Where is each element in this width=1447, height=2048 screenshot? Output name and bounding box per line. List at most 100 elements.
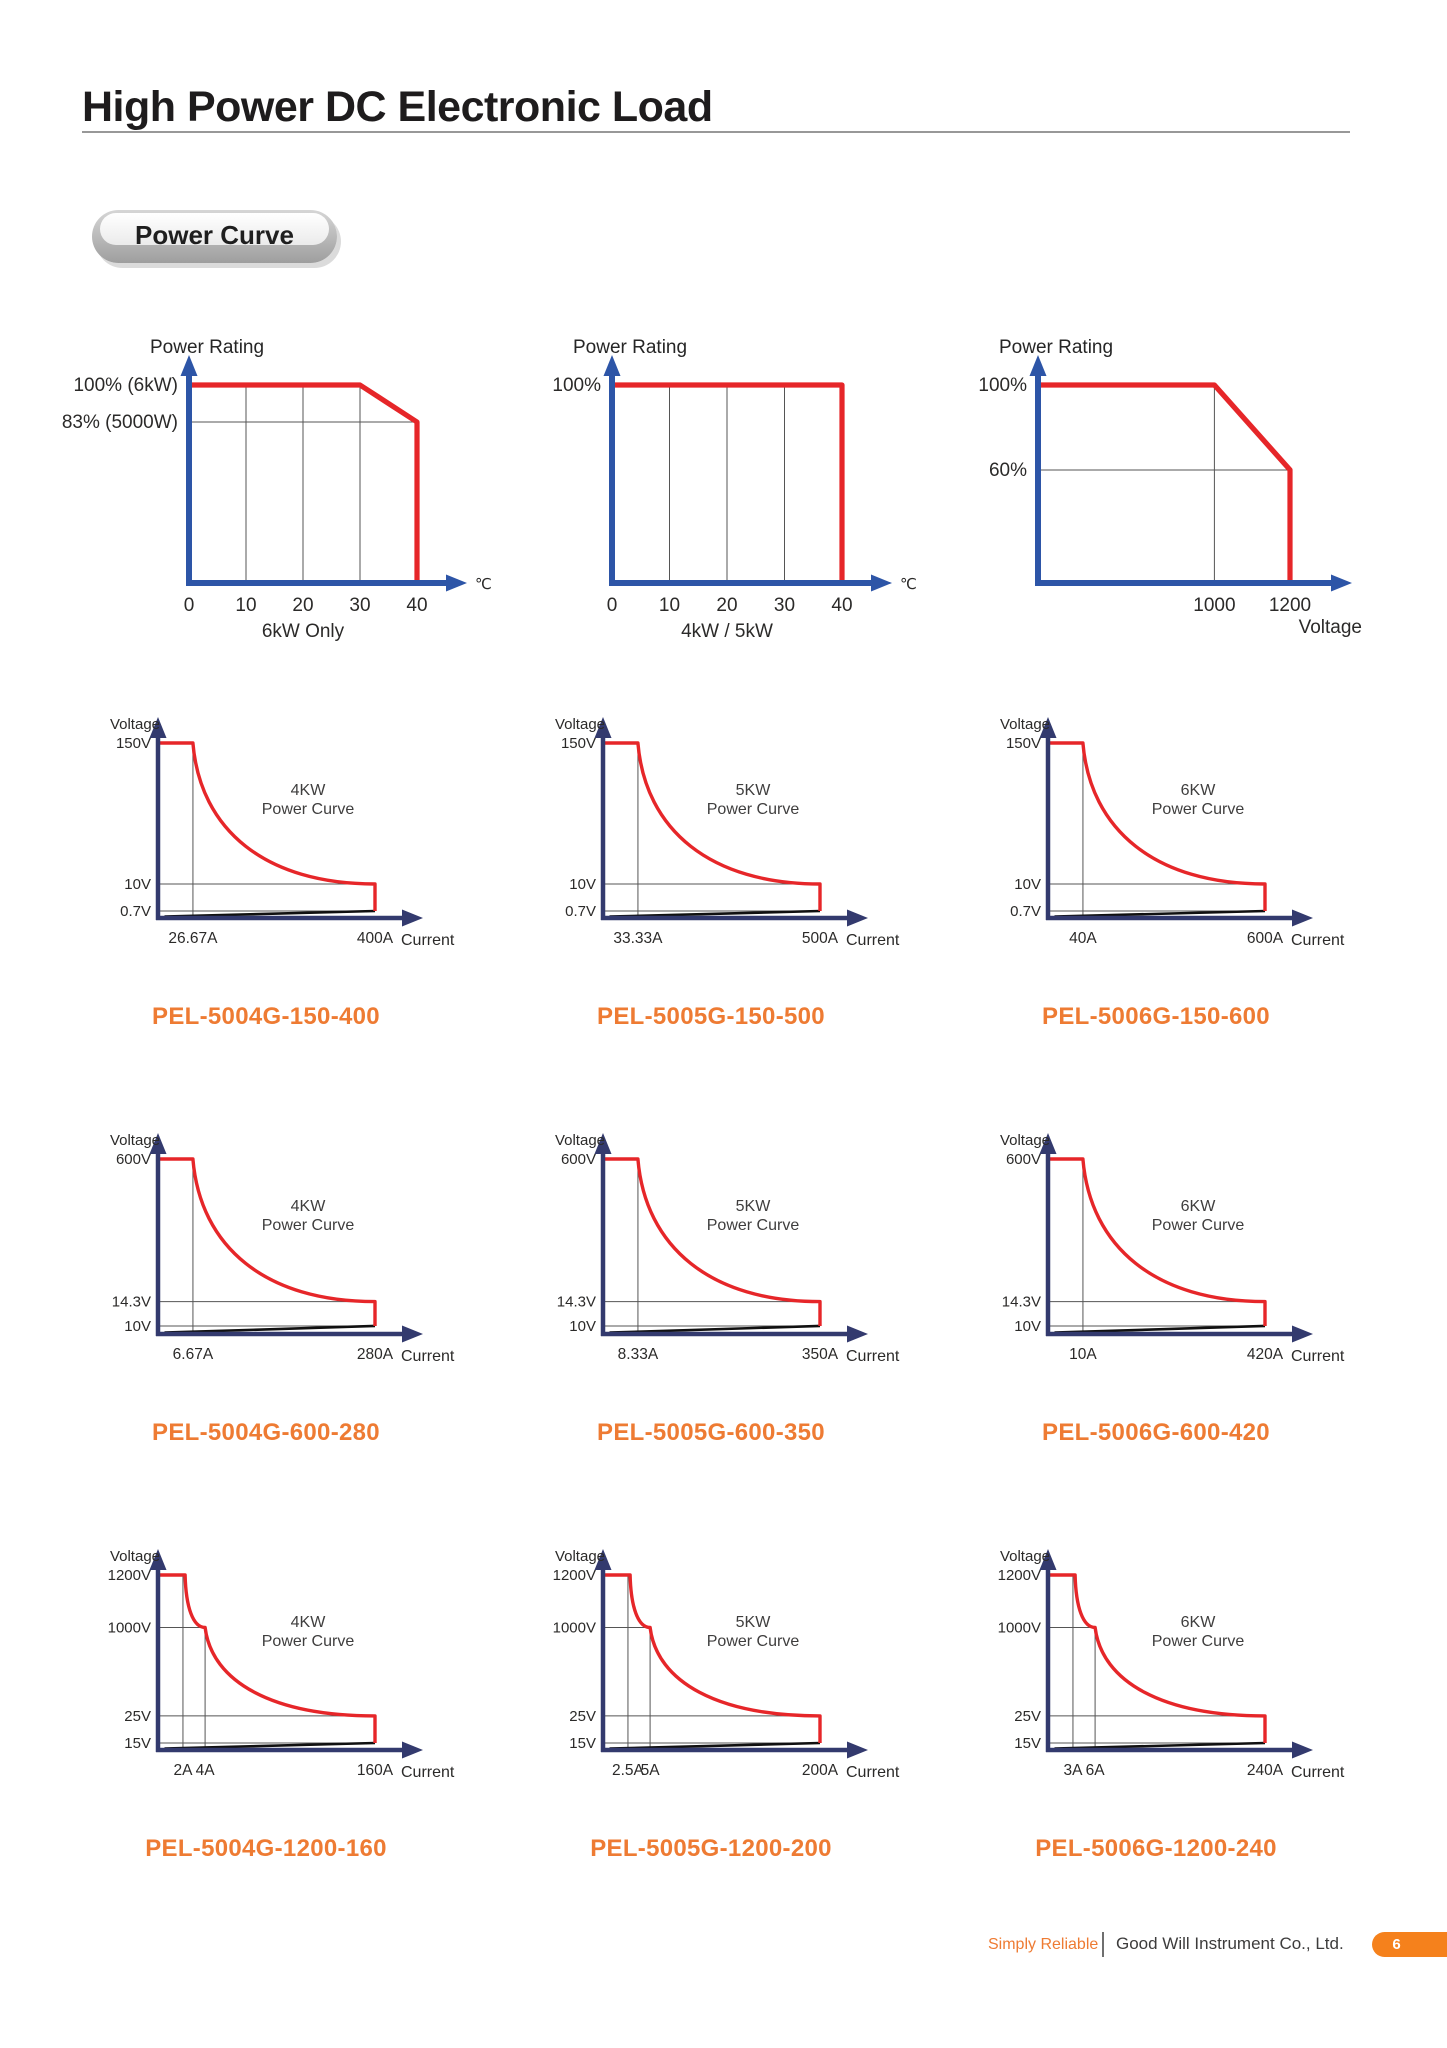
x-tick-label: 40 (406, 595, 427, 616)
y-tick-label: 10V (124, 876, 151, 893)
x-axis-arrow (402, 1325, 423, 1343)
y-axis-arrow (149, 717, 167, 738)
y-tick-label: 15V (1014, 1735, 1041, 1752)
y-tick-label: 600V (116, 1151, 151, 1168)
y-tick-label: 10V (1014, 1318, 1041, 1335)
y-tick-label: 14.3V (1002, 1294, 1041, 1311)
y-tick-label: 100% (552, 375, 601, 396)
y-tick-label: 150V (561, 735, 596, 752)
footer-divider (1102, 1932, 1104, 1957)
red-power-curve (1048, 741, 1267, 911)
x-tick-label: 200A (802, 1762, 839, 1779)
power-rating-label: 4KW (291, 1614, 327, 1631)
y-tick-label: 1200V (553, 1567, 596, 1584)
chart-derating-6kw-only: Power Rating 100% (6kW) 83% (5000W) 0 10 20 30… (62, 337, 492, 642)
y-axis-arrow (1039, 1133, 1057, 1154)
min-voltage-line (164, 909, 376, 918)
y-axis-arrow (1029, 355, 1047, 376)
x-tick-label: 350A (802, 1346, 839, 1363)
y-axis-arrow (594, 717, 612, 738)
y-tick-label: 10V (569, 1318, 596, 1335)
chart-title: Power Rating (573, 337, 687, 358)
badge-label: Power Curve (135, 220, 294, 250)
y-tick-label: 25V (124, 1708, 151, 1725)
y-axis-label: Voltage (1000, 1132, 1050, 1149)
x-axis-label: Current (401, 932, 455, 949)
x-axis-arrow (847, 1741, 868, 1759)
y-tick-label: 25V (1014, 1708, 1041, 1725)
y-axis-label: Voltage (110, 716, 160, 733)
y-tick-label: 83% (5000W) (62, 412, 178, 433)
y-tick-label: 14.3V (112, 1294, 151, 1311)
x-tick-label: 6A (1086, 1762, 1106, 1779)
power-rating-label: Power Curve (707, 1633, 800, 1650)
footer-tagline: Simply Reliable (988, 1936, 1099, 1953)
y-tick-label: 150V (116, 735, 151, 752)
x-tick-label: 10A (1069, 1346, 1097, 1363)
power-curve-badge: Power Curve (92, 210, 337, 263)
y-tick-label: 1200V (998, 1567, 1041, 1584)
red-derating-curve (189, 382, 420, 583)
chart-pel-5005g-150-500: Voltage 150V 10V 0.7V 33.33A 500A Current 5KW Po… (555, 716, 900, 949)
x-axis-label: Voltage (1299, 617, 1362, 638)
x-axis-arrow (402, 909, 423, 927)
power-rating-label: 5KW (736, 782, 772, 799)
red-power-curve (1048, 1157, 1267, 1326)
x-tick-label: 26.67A (168, 930, 218, 947)
x-axis-label: Current (846, 932, 900, 949)
chart-pel-5006g-150-600: Voltage 150V 10V 0.7V 40A 600A Current 6KW Power… (1000, 716, 1345, 949)
y-axis-arrow (149, 1549, 167, 1570)
red-derating-curve (612, 382, 845, 583)
min-voltage-line (609, 1741, 821, 1750)
power-rating-label: 5KW (736, 1198, 772, 1215)
y-axis-arrow (594, 1133, 612, 1154)
power-rating-label: Power Curve (707, 1217, 800, 1234)
x-tick-label: 1000 (1193, 595, 1235, 616)
x-tick-label: 1200 (1269, 595, 1311, 616)
x-tick-label: 160A (357, 1762, 394, 1779)
power-rating-label: Power Curve (262, 1217, 355, 1234)
y-tick-label: 0.7V (565, 903, 596, 920)
chart-title: Power Rating (150, 337, 264, 358)
power-rating-label: Power Curve (262, 801, 355, 818)
x-axis-arrow (1331, 574, 1352, 592)
y-tick-label: 150V (1006, 735, 1041, 752)
x-axis-label: Current (401, 1764, 455, 1781)
x-tick-label: 5A (641, 1762, 661, 1779)
power-rating-label: Power Curve (1152, 1633, 1245, 1650)
red-power-curve (158, 1573, 377, 1743)
x-tick-label: 33.33A (613, 930, 663, 947)
x-axis-label: Current (846, 1764, 900, 1781)
y-tick-label: 0.7V (120, 903, 151, 920)
y-tick-label: 15V (124, 1735, 151, 1752)
chart-pel-5004g-1200-160: Voltage 1200V 1000V 25V 15V 2A 4A 160A Current 4K… (108, 1548, 455, 1781)
x-axis-arrow (871, 574, 892, 592)
x-axis-label: Current (1291, 1348, 1345, 1365)
power-rating-label: 6KW (1181, 1614, 1217, 1631)
page-number-badge: 6 (1372, 1932, 1447, 1957)
power-rating-label: Power Curve (262, 1633, 355, 1650)
page-title-underline: High Power DC Electronic Load (82, 86, 1350, 133)
min-voltage-line (609, 909, 821, 918)
y-tick-label: 0.7V (1010, 903, 1041, 920)
y-axis-arrow (149, 1133, 167, 1154)
x-tick-label: 240A (1247, 1762, 1284, 1779)
x-tick-label: 40 (831, 595, 852, 616)
chart-pel-5006g-600-420: Voltage 600V 14.3V 10V 10A 420A Current 6KW Powe… (1000, 1132, 1345, 1365)
x-tick-label: 4A (196, 1762, 216, 1779)
y-tick-label: 15V (569, 1735, 596, 1752)
power-rating-label: 4KW (291, 782, 327, 799)
y-axis-arrow (594, 1549, 612, 1570)
x-axis-arrow (847, 909, 868, 927)
footer-company: Good Will Instrument Co., Ltd. (1116, 1934, 1344, 1953)
min-voltage-line (164, 1324, 376, 1334)
y-tick-label: 600V (561, 1151, 596, 1168)
x-tick-label: 400A (357, 930, 394, 947)
x-tick-label: 20 (292, 595, 313, 616)
y-tick-label: 1000V (998, 1620, 1041, 1637)
x-axis-arrow (1292, 1741, 1313, 1759)
y-tick-label: 100% (978, 375, 1027, 396)
